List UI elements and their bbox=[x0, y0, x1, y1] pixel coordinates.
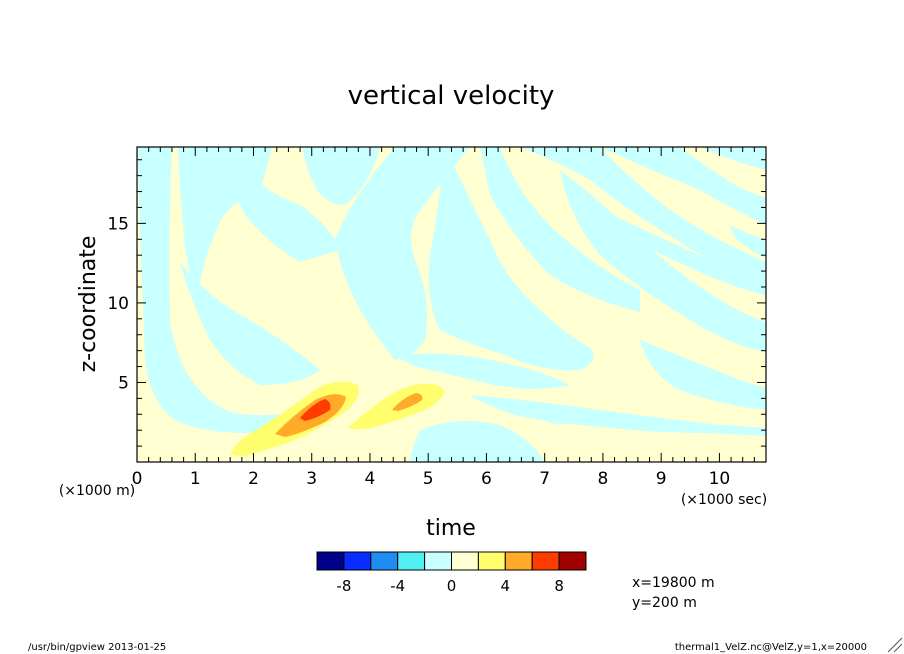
colorbar-swatch bbox=[477, 551, 506, 571]
colorbar-tick-label: -8 bbox=[336, 577, 351, 595]
colorbar-tick-label: 0 bbox=[447, 577, 457, 595]
colorbar-swatch bbox=[504, 551, 533, 571]
colorbar-swatch bbox=[316, 551, 345, 571]
info-y: y=200 m bbox=[632, 595, 697, 611]
x-axis-unit: (×1000 sec) bbox=[681, 492, 767, 508]
colorbar-swatch bbox=[451, 551, 479, 571]
y-axis: 5 10 15 bbox=[107, 159, 766, 463]
x-tick-label: 5 bbox=[423, 469, 434, 489]
info-x: x=19800 m bbox=[632, 575, 715, 591]
heatmap-field bbox=[137, 147, 766, 462]
x-tick-label: 9 bbox=[656, 469, 667, 489]
y-tick-label: 15 bbox=[107, 214, 129, 234]
colorbar-tick-label: 8 bbox=[554, 577, 564, 595]
colorbar-swatch bbox=[370, 551, 399, 571]
updraft-secondary bbox=[348, 383, 445, 430]
x-tick-label: 0 bbox=[132, 469, 143, 489]
colorbar-tick-label: -4 bbox=[390, 577, 405, 595]
colorbar-swatch bbox=[531, 551, 560, 571]
y-axis-unit: (×1000 m) bbox=[59, 483, 135, 499]
x-tick-label: 7 bbox=[539, 469, 550, 489]
colorbar: -8 -4 0 4 8 bbox=[316, 551, 587, 595]
x-tick-label: 10 bbox=[709, 469, 731, 489]
x-tick-label: 3 bbox=[306, 469, 317, 489]
y-axis-label: z-coordinate bbox=[76, 236, 101, 373]
resize-grip-icon[interactable] bbox=[887, 637, 903, 653]
y-tick-label: 5 bbox=[118, 373, 129, 393]
x-tick-label: 8 bbox=[598, 469, 609, 489]
x-axis-label: time bbox=[426, 516, 476, 541]
x-axis: 0 1 2 3 4 5 6 7 8 9 10 bbox=[132, 147, 767, 489]
x-tick-label: 1 bbox=[190, 469, 201, 489]
updraft-main bbox=[230, 381, 359, 456]
colorbar-swatch bbox=[397, 551, 426, 571]
colorbar-swatch bbox=[343, 551, 372, 571]
x-tick-label: 6 bbox=[481, 469, 492, 489]
x-tick-label: 4 bbox=[365, 469, 376, 489]
chart-title: vertical velocity bbox=[348, 81, 555, 111]
footer-left: /usr/bin/gpview 2013-01-25 bbox=[28, 642, 166, 653]
x-tick-label: 2 bbox=[248, 469, 259, 489]
colorbar-tick-label: 4 bbox=[501, 577, 511, 595]
colorbar-swatch bbox=[558, 551, 587, 571]
colorbar-swatch bbox=[424, 551, 453, 571]
footer-right: thermal1_VelZ.nc@VelZ,y=1,x=20000 bbox=[675, 642, 867, 653]
y-tick-label: 10 bbox=[107, 294, 129, 314]
